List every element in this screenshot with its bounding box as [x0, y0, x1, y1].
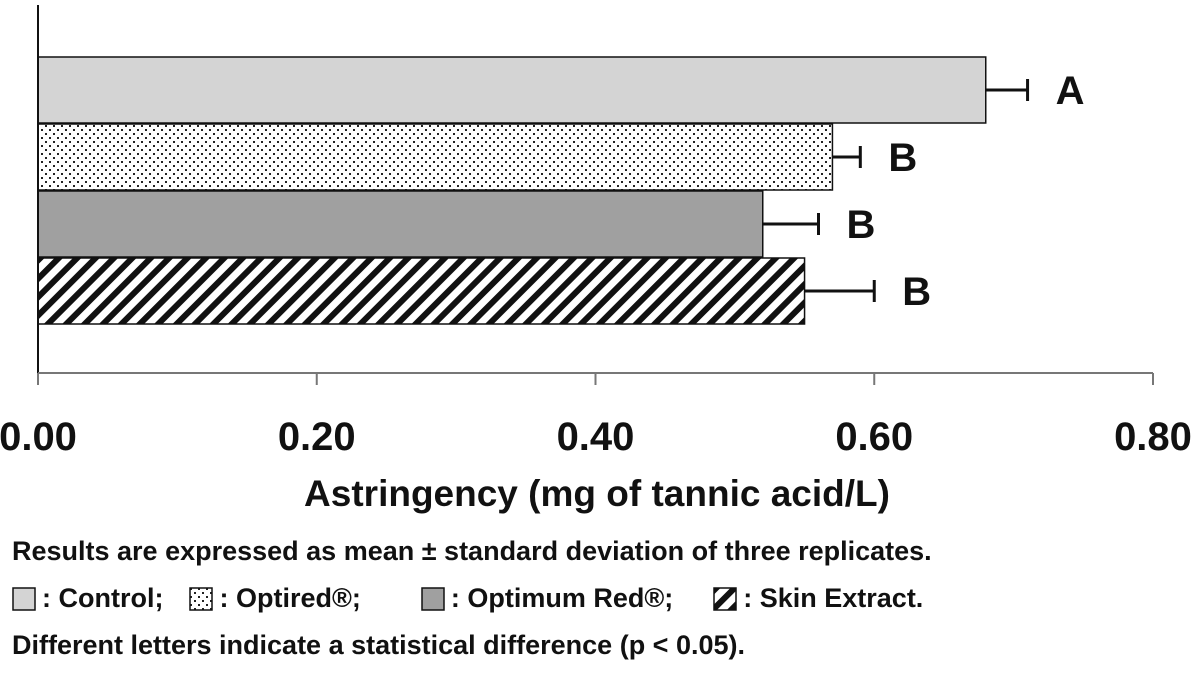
- x-tick-label-0: 0.00: [0, 415, 77, 459]
- x-tick-label-3: 0.60: [835, 415, 913, 459]
- legend-label-0: : Control;: [42, 583, 164, 613]
- significance-letter-2: B: [847, 203, 876, 247]
- legend-item-2: : Optimum Red®;: [421, 583, 673, 614]
- x-tick-label-1: 0.20: [278, 415, 356, 459]
- bar-0: [37, 56, 987, 124]
- legend-item-1: : Optired®;: [189, 583, 361, 614]
- legend-swatch-0: [12, 586, 36, 611]
- legend-label-1: : Optired®;: [219, 583, 361, 613]
- legend-item-3: : Skin Extract.: [713, 583, 923, 614]
- x-axis: 0.00 0.20 0.40 0.60 0.80: [0, 5, 1192, 459]
- legend-label-3: : Skin Extract.: [743, 583, 924, 613]
- significance-letter-1: B: [888, 136, 917, 180]
- bar-3: [37, 257, 806, 325]
- bar-2: [37, 190, 764, 258]
- legend: : Control; : Optired®; : Optimum Red®; : Sk…: [12, 583, 923, 614]
- legend-swatch-3: [713, 586, 737, 611]
- legend-item-0: : Control;: [12, 583, 163, 614]
- legend-swatch-1: [189, 586, 214, 611]
- legend-label-2: : Optimum Red®;: [450, 583, 674, 613]
- bar-1: [37, 123, 834, 191]
- significance-letter-3: B: [902, 270, 931, 314]
- footnote-significance: Different letters indicate a statistical…: [12, 630, 745, 660]
- footnote-replicates: Results are expressed as mean ± standard…: [12, 536, 932, 566]
- x-axis-title: Astringency (mg of tannic acid/L): [304, 473, 890, 514]
- x-tick-label-2: 0.40: [557, 415, 635, 459]
- significance-letter-0: A: [1056, 69, 1085, 113]
- legend-swatch-2: [421, 586, 445, 611]
- x-tick-label-4: 0.80: [1114, 415, 1192, 459]
